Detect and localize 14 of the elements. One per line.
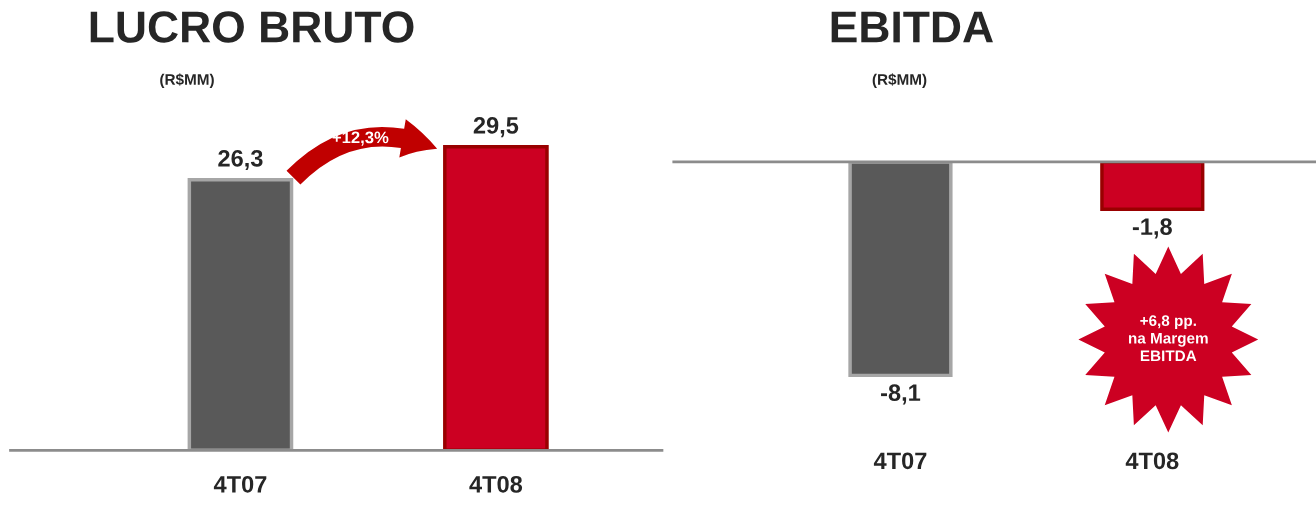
x-tick-label: 4T07 [213, 475, 267, 493]
data-label: 29,5 [473, 117, 519, 138]
data-label: 26,3 [218, 149, 263, 171]
data-label: -8,1 [881, 384, 921, 405]
chart-subtitle: (R$MM) [872, 73, 927, 88]
chart-subtitle: (R$MM) [160, 73, 214, 88]
x-tick-label: 4T08 [469, 475, 523, 493]
x-tick-label: 4T07 [873, 452, 927, 470]
text: +12,3% [332, 131, 389, 146]
chart-title: EBITDA [831, 11, 993, 43]
chart-title: LUCRO BRUTO [90, 11, 414, 43]
x-tick-label: 4T08 [1125, 452, 1179, 470]
annotation: +6,8 pp. na Margem EBITDA [1128, 315, 1208, 362]
data-label: -1,8 [1132, 218, 1172, 239]
